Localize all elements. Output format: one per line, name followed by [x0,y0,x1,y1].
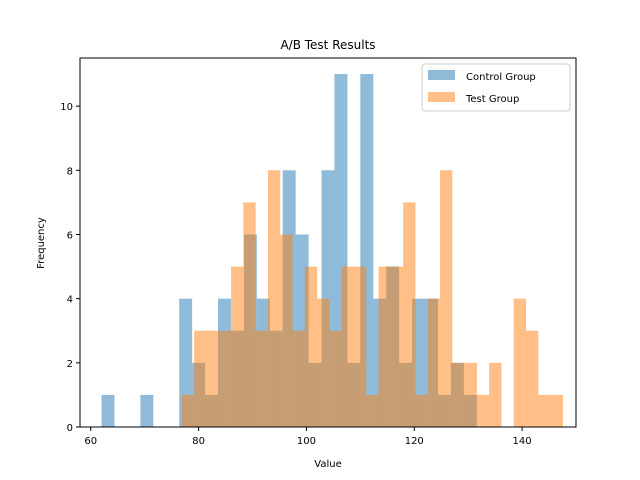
bar-test-8 [280,234,293,427]
x-tick-label: 100 [297,436,316,447]
bar-test-11 [317,298,330,427]
bar-control-3 [140,394,154,427]
bar-test-30 [550,394,563,427]
bar-test-14 [353,266,367,427]
y-axis-label: Frequency [36,217,47,269]
bar-test-3 [218,330,232,427]
bar-test-6 [255,330,268,427]
bar-test-12 [329,330,342,427]
y-tick-label: 8 [67,166,73,177]
bar-control-6 [179,298,193,427]
bar-test-22 [452,362,465,427]
x-tick-label: 60 [84,436,97,447]
bar-control-0 [101,394,115,427]
x-tick-label: 140 [513,436,532,447]
bar-test-9 [292,330,305,427]
bar-test-13 [341,266,354,427]
y-tick-label: 4 [67,295,73,306]
legend-swatch-test [428,92,455,102]
x-axis-label: Value [314,459,341,470]
plot-frame [79,57,577,428]
legend-swatch-control [428,70,455,80]
bar-test-5 [243,202,256,427]
y-tick-label: 10 [60,102,73,113]
y-tick-label: 6 [67,230,73,241]
bar-test-2 [206,330,219,427]
bar-test-29 [538,394,551,427]
bar-test-28 [526,330,539,427]
chart-title: A/B Test Results [280,38,375,52]
legend-label-control: Control Group [466,72,536,83]
x-tick-label: 120 [405,436,424,447]
bar-test-16 [378,266,391,427]
bar-test-1 [194,330,207,427]
y-tick-label: 2 [67,359,73,370]
x-axis-ticks: 60 80 100 120 140 [84,427,532,447]
y-tick-label: 0 [67,423,73,434]
bar-test-10 [304,266,318,427]
bar-test-25 [489,362,502,427]
bar-test-15 [366,394,379,427]
bar-test-27 [513,298,527,427]
legend-box [421,63,571,112]
legend: Control Group Test Group [421,63,571,112]
bar-test-23 [464,362,477,427]
legend-label-test: Test Group [465,94,519,105]
bar-test-24 [476,394,490,427]
bar-test-17 [390,266,404,427]
bar-test-18 [403,202,416,427]
y-axis-ticks: 0 2 4 6 8 10 [60,102,80,434]
x-tick-label: 80 [192,436,205,447]
bars-group [101,74,563,427]
bar-test-20 [427,298,441,427]
bar-test-4 [231,266,244,427]
bar-test-19 [415,394,428,427]
bar-test-7 [267,170,281,427]
bar-test-0 [181,394,195,427]
bar-test-21 [440,170,453,427]
